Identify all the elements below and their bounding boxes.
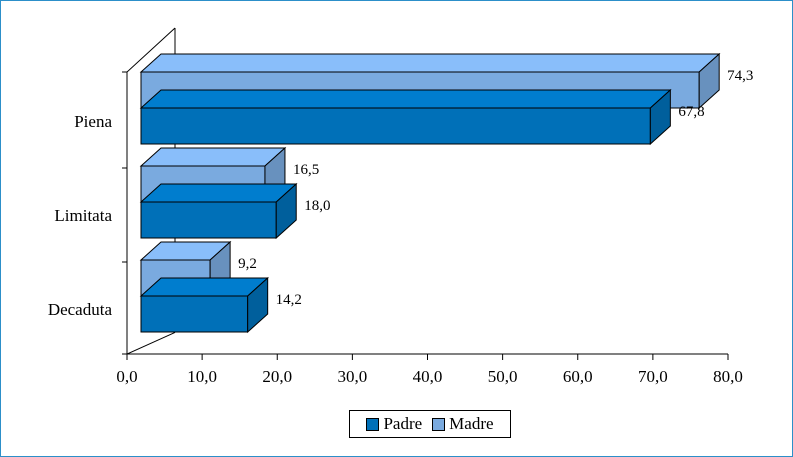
top-wall-edge (126, 27, 176, 73)
data-label-padre: 67,8 (678, 104, 704, 120)
bar-top-madre (139, 53, 721, 73)
legend-item-padre: Padre (366, 414, 422, 434)
legend: Padre Madre (349, 410, 511, 438)
x-tick-label: 0,0 (116, 367, 137, 386)
x-tick-label: 40,0 (413, 367, 443, 386)
bar-padre (140, 201, 277, 239)
legend-swatch-madre (432, 417, 446, 431)
data-label-madre: 16,5 (293, 162, 319, 178)
x-tick-label: 20,0 (262, 367, 292, 386)
floor-edge (126, 331, 176, 355)
bar-side-padre (649, 88, 671, 146)
data-label-padre: 14,2 (276, 292, 302, 308)
x-tick-label: 60,0 (563, 367, 593, 386)
x-tick-label: 30,0 (338, 367, 368, 386)
bar-padre (140, 107, 651, 145)
category-label: Piena (74, 112, 112, 131)
legend-swatch-padre (366, 417, 380, 431)
bar-side-padre (275, 182, 297, 240)
bar-top-padre (139, 277, 269, 297)
x-tick-label: 80,0 (713, 367, 743, 386)
legend-item-madre: Madre (432, 414, 494, 434)
legend-label-padre: Padre (383, 414, 423, 433)
x-tick-label: 70,0 (638, 367, 668, 386)
bar-top-padre (139, 183, 298, 203)
bar-padre (140, 295, 249, 333)
bar-side-madre (698, 52, 720, 110)
category-label: Decaduta (48, 300, 113, 319)
legend-label-madre: Madre (449, 414, 494, 433)
data-label-madre: 74,3 (727, 68, 753, 84)
bar-top-padre (139, 89, 672, 109)
bar-top-madre (139, 147, 287, 167)
data-label-madre: 9,2 (238, 256, 257, 272)
category-label: Limitata (54, 206, 112, 225)
data-label-padre: 18,0 (304, 198, 330, 214)
x-tick-label: 50,0 (488, 367, 518, 386)
x-tick-label: 10,0 (187, 367, 217, 386)
bar-side-padre (247, 276, 269, 334)
